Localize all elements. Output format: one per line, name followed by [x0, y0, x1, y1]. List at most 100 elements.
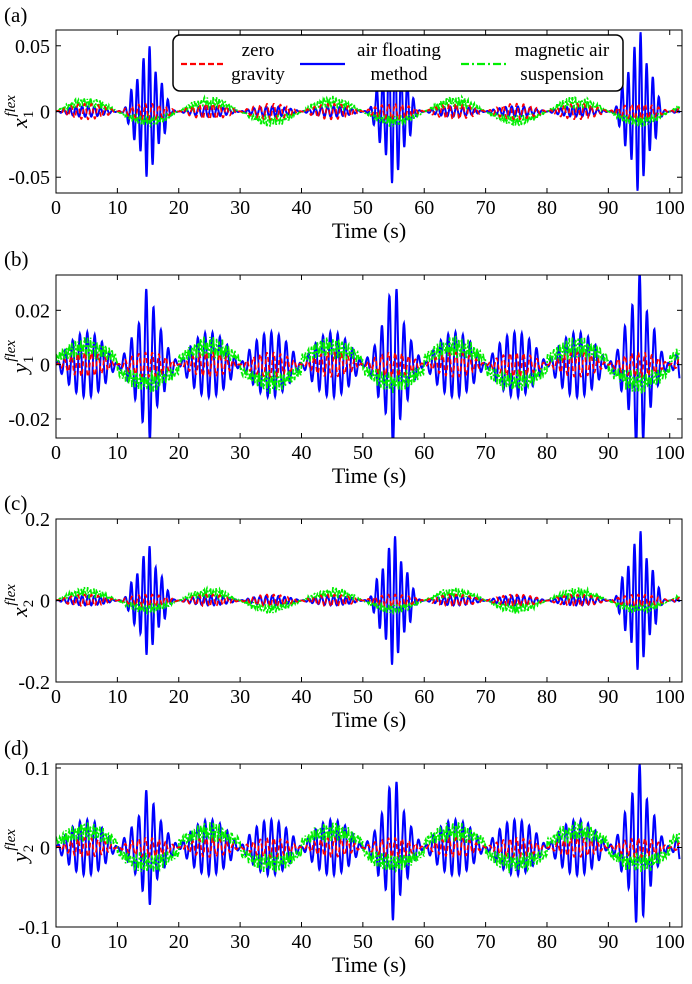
x-tick-label: 50	[353, 197, 373, 219]
x-tick-label: 20	[169, 197, 189, 219]
x-tick-label: 60	[414, 931, 434, 953]
x-tick-label: 40	[291, 442, 311, 464]
x-tick-label: 10	[107, 686, 127, 708]
x-tick-label: 0	[51, 197, 61, 219]
panel-label: (c)	[4, 491, 27, 515]
plot-area	[56, 531, 681, 670]
panel-label: (b)	[4, 247, 29, 271]
x-tick-label: 0	[51, 442, 61, 464]
x-tick-label: 90	[598, 686, 618, 708]
plot-area	[56, 32, 681, 191]
x-tick-label: 30	[230, 931, 250, 953]
x-axis-label: Time (s)	[332, 952, 406, 977]
y-axis-label: x2flex	[3, 584, 37, 618]
plot-area	[56, 275, 681, 438]
x-tick-label: 90	[598, 442, 618, 464]
x-tick-label: 100	[655, 686, 685, 708]
x-tick-label: 30	[230, 442, 250, 464]
x-tick-label: 70	[476, 931, 496, 953]
y-tick-label: 0	[40, 355, 50, 377]
x-tick-label: 90	[598, 931, 618, 953]
y-tick-label: 0.05	[15, 36, 50, 58]
series-line-magnetic-air	[56, 335, 681, 394]
y-axis-label: y1flex	[3, 340, 37, 375]
x-tick-label: 80	[537, 931, 557, 953]
x-axis-label: Time (s)	[332, 463, 406, 488]
x-tick-label: 60	[414, 686, 434, 708]
x-tick-label: 70	[476, 686, 496, 708]
series-line-zero-gravity	[56, 593, 681, 608]
x-tick-label: 70	[476, 442, 496, 464]
x-tick-label: 60	[414, 197, 434, 219]
series-line-zero-gravity	[56, 351, 681, 378]
legend-entry-magnetic-air: magnetic air suspension	[461, 40, 610, 85]
legend-entry-air-floating: air floating method	[300, 40, 441, 85]
x-tick-label: 100	[655, 442, 685, 464]
legend-box	[172, 34, 624, 92]
x-tick-label: 40	[291, 686, 311, 708]
legend-label-line2: suspension	[520, 64, 604, 85]
x-tick-label: 100	[655, 197, 685, 219]
x-tick-label: 50	[353, 442, 373, 464]
series-line-zero-gravity	[56, 836, 681, 858]
legend-label-line1: zero	[242, 40, 275, 61]
x-tick-label: 10	[107, 197, 127, 219]
legend-entry-zero-gravity: zero gravity	[181, 40, 285, 85]
x-tick-label: 0	[51, 931, 61, 953]
y-tick-label: 0	[40, 837, 50, 859]
y-tick-label: 0	[40, 102, 50, 124]
series-line-air-floating	[56, 275, 681, 438]
x-tick-label: 20	[169, 931, 189, 953]
y-tick-label: 0.2	[25, 509, 50, 531]
series-line-magnetic-air	[56, 821, 681, 874]
legend-label-line1: air floating	[357, 40, 441, 61]
x-tick-label: 20	[169, 686, 189, 708]
series-line-magnetic-air	[56, 585, 681, 616]
legend: zero gravity air floating method magnetic ai…	[172, 34, 624, 92]
x-tick-label: 50	[353, 931, 373, 953]
y-tick-label: -0.2	[18, 672, 50, 694]
x-tick-label: 80	[537, 442, 557, 464]
x-tick-label: 100	[655, 931, 685, 953]
y-tick-label: -0.05	[8, 167, 50, 189]
series-line-zero-gravity	[56, 102, 681, 121]
y-tick-label: 0.02	[15, 300, 50, 322]
legend-label-line1: magnetic air	[515, 40, 610, 61]
y-axis-label: x1flex	[3, 95, 37, 129]
series-line-air-floating	[56, 764, 681, 923]
x-tick-label: 30	[230, 197, 250, 219]
x-tick-label: 90	[598, 197, 618, 219]
legend-label-line2: method	[371, 64, 428, 85]
x-tick-label: 80	[537, 197, 557, 219]
x-tick-label: 40	[291, 197, 311, 219]
x-tick-label: 70	[476, 197, 496, 219]
x-tick-label: 0	[51, 686, 61, 708]
x-tick-label: 20	[169, 442, 189, 464]
x-axis-label: Time (s)	[332, 707, 406, 732]
plot-frame	[55, 763, 683, 928]
y-axis-label: y2flex	[3, 829, 37, 864]
y-tick-label: -0.02	[8, 409, 50, 431]
x-tick-label: 80	[537, 686, 557, 708]
x-tick-label: 10	[107, 931, 127, 953]
legend-label-line2: gravity	[231, 64, 285, 85]
x-tick-label: 60	[414, 442, 434, 464]
x-tick-label: 10	[107, 442, 127, 464]
y-tick-label: -0.1	[18, 917, 50, 939]
panel-label: (a)	[4, 3, 27, 27]
x-axis-label: Time (s)	[332, 218, 406, 243]
series-line-magnetic-air	[56, 93, 681, 129]
panel-label: (d)	[4, 736, 29, 760]
x-tick-label: 30	[230, 686, 250, 708]
plot-area	[56, 764, 681, 923]
x-tick-label: 40	[291, 931, 311, 953]
y-tick-label: 0	[40, 591, 50, 613]
plot-frame	[55, 274, 683, 439]
x-tick-label: 50	[353, 686, 373, 708]
y-tick-label: 0.1	[25, 758, 50, 780]
